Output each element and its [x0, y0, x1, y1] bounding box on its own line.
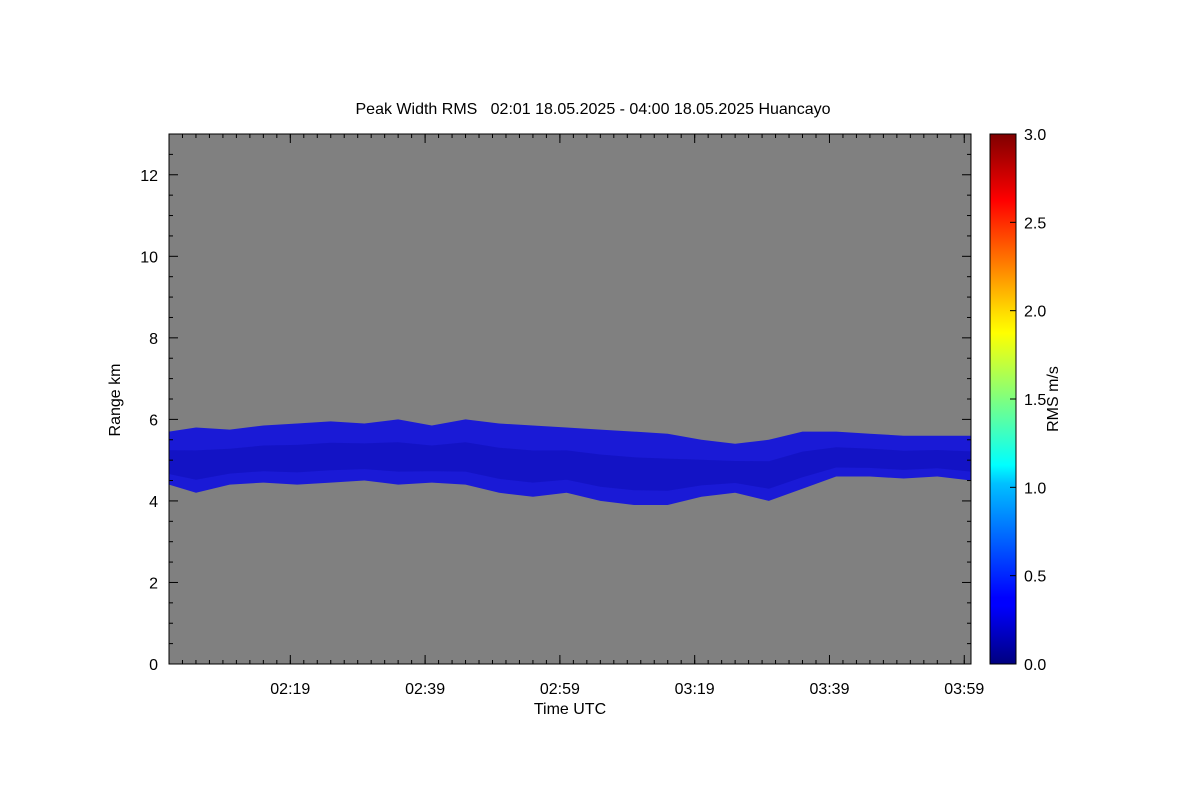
plot-area	[169, 134, 971, 664]
y-tick-label: 8	[149, 331, 158, 348]
y-axis: 0 2 4 6 8 10 12	[140, 133, 971, 674]
colorbar-tick-label: 1.5	[1024, 392, 1046, 409]
x-axis-label: Time UTC	[534, 701, 606, 718]
x-axis: 02:19 02:39 02:59 03:19 03:39 03:59	[168, 134, 984, 698]
x-tick-label: 02:19	[270, 681, 310, 698]
chart-title: Peak Width RMS 02:01 18.05.2025 - 04:00 …	[356, 101, 831, 118]
colorbar-tick-label: 3.0	[1024, 127, 1046, 144]
y-tick-label: 6	[149, 412, 158, 429]
x-tick-label: 02:39	[405, 681, 445, 698]
y-axis-label: Range km	[107, 364, 124, 437]
colorbar-tick-label: 1.0	[1024, 480, 1046, 497]
x-tick-label: 02:59	[540, 681, 580, 698]
y-tick-label: 4	[149, 494, 158, 511]
colorbar-tick-label: 0.0	[1024, 657, 1046, 674]
y-tick-label: 0	[149, 657, 158, 674]
y-tick-label: 10	[140, 249, 158, 266]
colorbar-tick-label: 2.0	[1024, 304, 1046, 321]
colorbar-axis: 0.0 0.5 1.0 1.5 2.0 2.5 3.0	[1010, 127, 1046, 674]
y-tick-label: 12	[140, 168, 158, 185]
colorbar-tick-label: 2.5	[1024, 215, 1046, 232]
x-tick-label: 03:59	[944, 681, 984, 698]
x-tick-label: 03:39	[809, 681, 849, 698]
echo-layer-group	[169, 419, 971, 505]
x-tick-label: 03:19	[675, 681, 715, 698]
echo-layer-core	[169, 442, 971, 491]
colorbar-tick-label: 0.5	[1024, 569, 1046, 586]
colorbar-label: RMS m/s	[1045, 366, 1062, 432]
y-tick-label: 2	[149, 575, 158, 592]
